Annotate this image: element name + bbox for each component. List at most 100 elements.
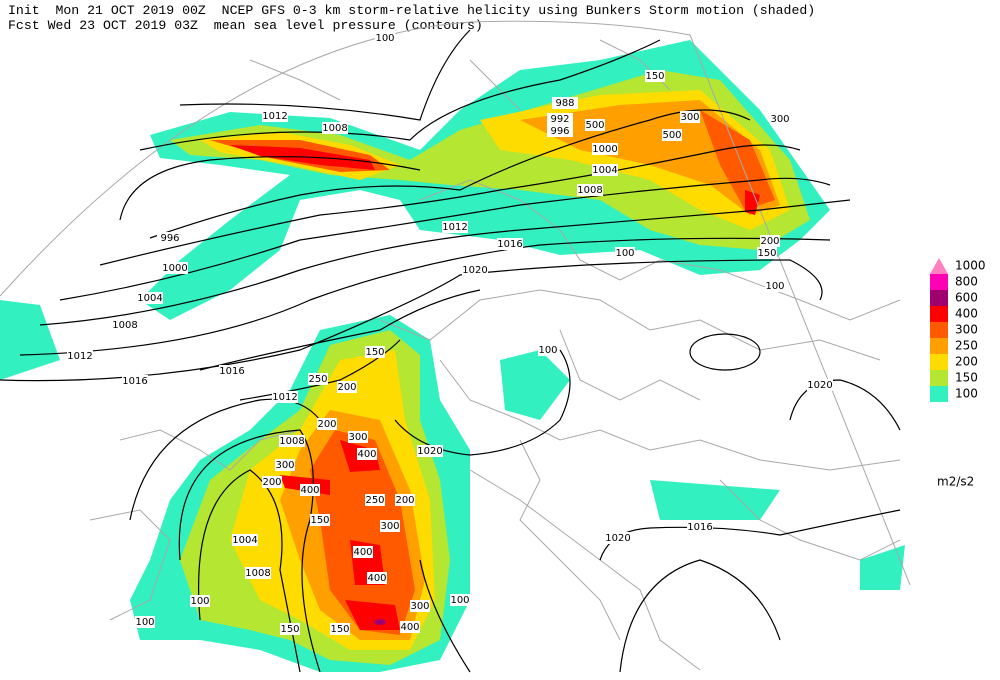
contour-label: 1004 <box>232 535 257 546</box>
label-background <box>300 484 320 496</box>
label-background <box>592 143 618 155</box>
shading-label: 400 <box>367 573 386 584</box>
label-background <box>770 113 790 125</box>
label-background <box>615 247 635 259</box>
contour-label: 1008 <box>322 123 347 134</box>
shading <box>0 40 905 672</box>
label-background <box>462 264 488 276</box>
shading-label: 100 <box>538 345 557 356</box>
label-background <box>337 381 357 393</box>
contour-label: 1012 <box>442 222 467 233</box>
label-background <box>262 476 282 488</box>
shading-label: 200 <box>262 477 281 488</box>
label-background <box>400 621 420 633</box>
label-background <box>275 459 295 471</box>
shading-label: 250 <box>308 374 327 385</box>
label-background <box>330 623 350 635</box>
legend-label: 300 <box>955 323 978 337</box>
shading-label: 150 <box>310 515 329 526</box>
label-background <box>645 70 665 82</box>
label-background <box>137 292 163 304</box>
label-background <box>135 616 155 628</box>
legend-label: 250 <box>955 339 978 353</box>
contour-label: 996 <box>550 126 569 137</box>
legend-key <box>930 354 948 370</box>
contour-label: 1016 <box>122 376 147 387</box>
legend-key <box>930 290 948 306</box>
label-background <box>262 110 288 122</box>
contour-label: 996 <box>160 233 179 244</box>
shading-label: 150 <box>365 347 384 358</box>
label-background <box>162 262 188 274</box>
label-background <box>67 350 93 362</box>
contour-label: 1016 <box>687 522 712 533</box>
shading-label: 200 <box>317 419 336 430</box>
legend-key <box>930 386 948 402</box>
label-background <box>497 238 523 250</box>
label-background <box>765 280 785 292</box>
shading-label: 400 <box>300 485 319 496</box>
shading-label: 100 <box>135 617 154 628</box>
shading-label: 400 <box>400 622 419 633</box>
legend-label: 1000 <box>955 259 986 273</box>
contour-label: 1008 <box>577 185 602 196</box>
label-background <box>757 247 777 259</box>
label-background <box>279 435 305 447</box>
label-background <box>322 122 348 134</box>
legend-label: 200 <box>955 355 978 369</box>
shading-label: 500 <box>662 130 681 141</box>
label-background <box>272 391 298 403</box>
contour-label: 1012 <box>272 392 297 403</box>
label-background <box>219 365 245 377</box>
legend-key <box>930 322 948 338</box>
contour-label: 1020 <box>462 265 487 276</box>
contour-label: 992 <box>550 114 569 125</box>
label-background <box>157 232 183 244</box>
contour-label: 1016 <box>219 366 244 377</box>
label-background <box>317 418 337 430</box>
label-background <box>547 125 573 137</box>
contour-label: 1008 <box>112 320 137 331</box>
shading-label: 400 <box>357 449 376 460</box>
shading-label: 100 <box>450 595 469 606</box>
contour-label: 1020 <box>605 533 630 544</box>
shading-label: 300 <box>410 601 429 612</box>
label-background <box>395 494 415 506</box>
shading-label: 300 <box>680 112 699 123</box>
legend-label: 150 <box>955 371 978 385</box>
label-background <box>310 514 330 526</box>
label-background <box>348 431 368 443</box>
label-background <box>585 119 605 131</box>
legend-label: 600 <box>955 291 978 305</box>
legend-label: 800 <box>955 275 978 289</box>
contour-label: 1012 <box>67 351 92 362</box>
label-background <box>760 235 780 247</box>
shading-label: 100 <box>375 33 394 44</box>
label-background <box>375 32 395 44</box>
label-background <box>245 567 271 579</box>
label-background <box>308 373 328 385</box>
legend-unit: m2/s2 <box>937 475 974 489</box>
shading-label: 300 <box>770 114 789 125</box>
label-background <box>538 344 558 356</box>
contour-label: 1004 <box>592 165 617 176</box>
label-background <box>680 111 700 123</box>
map: 1012 1008 996 1000 1004 1008 1012 1016 1016 1012 1… <box>0 20 911 673</box>
header-line: Fcst Wed 23 OCT 2019 03Z mean sea level … <box>8 18 483 33</box>
label-background <box>122 375 148 387</box>
legend-key <box>930 306 948 322</box>
shading-labels: 100 150 300 500 500 300 200 150 100 100 100 150 250 2… <box>135 32 790 635</box>
legend-key <box>930 370 948 386</box>
contour-label: 1004 <box>137 293 162 304</box>
contour-label: 1016 <box>497 239 522 250</box>
shading-label: 150 <box>330 624 349 635</box>
shading-label: 500 <box>585 120 604 131</box>
contour-label: 1000 <box>592 144 617 155</box>
shading-label: 150 <box>645 71 664 82</box>
shading-label: 100 <box>765 281 784 292</box>
legend: 1000 800 600 400 300 250 200 150 100 m2/s2 <box>930 258 986 489</box>
label-background <box>605 532 631 544</box>
shading-label: 200 <box>395 495 414 506</box>
label-background <box>552 97 578 109</box>
